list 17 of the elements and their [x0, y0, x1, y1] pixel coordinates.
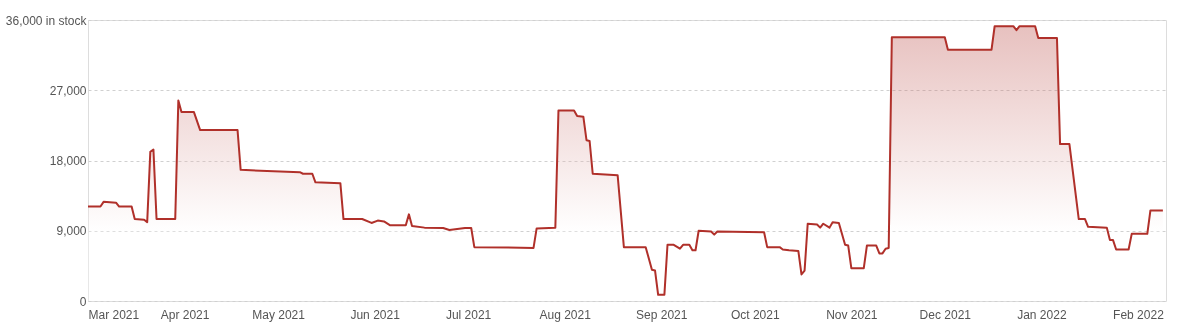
- x-tick-label: Jun 2021: [350, 307, 401, 322]
- x-tick-label: Jul 2021: [445, 307, 492, 322]
- x-tick-label: Mar 2021: [88, 307, 140, 322]
- x-tick-label: Oct 2021: [730, 307, 780, 322]
- x-tick-label: Feb 2022: [1113, 307, 1165, 322]
- x-tick-label: Sep 2021: [636, 307, 688, 322]
- y-tick-label: 18,000: [49, 154, 87, 168]
- x-tick-label: Nov 2021: [826, 307, 878, 322]
- y-tick-label: 27,000: [49, 83, 87, 98]
- y-tick-label: 0: [79, 294, 87, 309]
- x-tick-label: Dec 2021: [919, 307, 972, 322]
- x-tick-label: May 2021: [252, 307, 306, 322]
- x-tick-label: Jan 2022: [1017, 307, 1067, 322]
- y-tick-label: 9,000: [56, 224, 87, 239]
- x-tick-label: Aug 2021: [539, 307, 592, 322]
- y-tick-label: 36,000 in stock: [5, 13, 88, 28]
- x-tick-label: Apr 2021: [160, 307, 210, 322]
